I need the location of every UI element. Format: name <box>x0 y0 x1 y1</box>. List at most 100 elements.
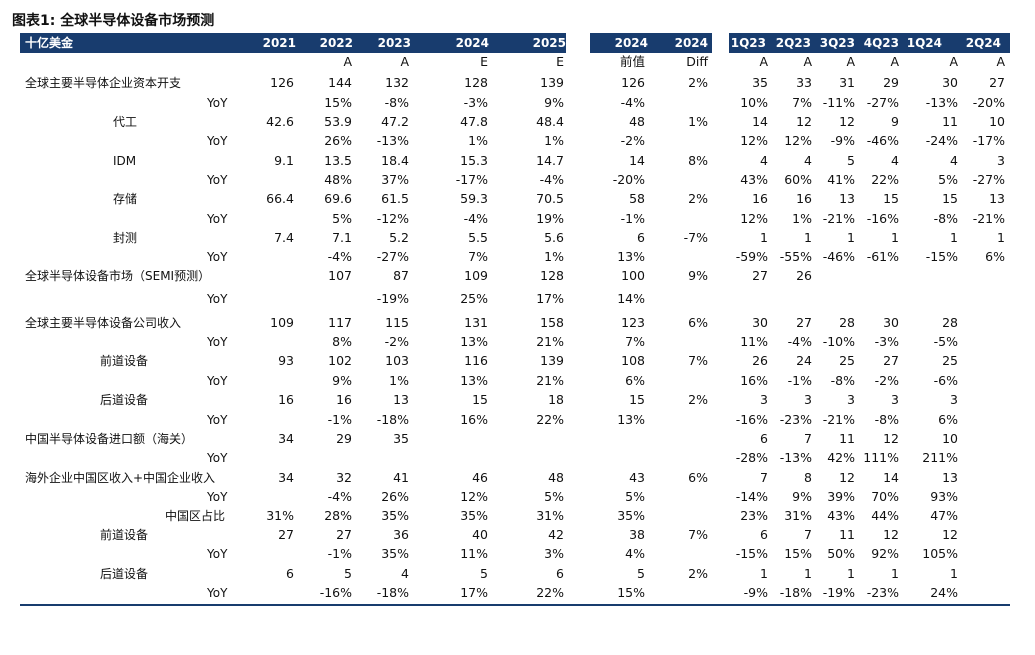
data-cell: 25 <box>942 353 958 368</box>
row-label: YoY <box>207 586 228 600</box>
data-cell: -18% <box>779 585 812 600</box>
data-cell: 15 <box>883 191 899 206</box>
data-cell: -20% <box>972 95 1005 110</box>
data-cell: 12% <box>460 489 488 504</box>
table-row: 中国半导体设备进口额（海关） 34 29 35 6 7 11 12 10 <box>0 430 1035 448</box>
data-cell: 2% <box>688 191 708 206</box>
data-cell: 1% <box>389 373 409 388</box>
data-cell: 5 <box>637 566 645 581</box>
row-label: 中国区占比 <box>165 509 226 523</box>
data-cell: -15% <box>735 546 768 561</box>
table-row: 封测 7.4 7.1 5.2 5.5 5.6 6 -7% 1 1 1 1 1 1 <box>0 229 1035 247</box>
data-cell: 102 <box>328 353 352 368</box>
data-cell: A <box>759 54 768 69</box>
data-cell: -19% <box>376 291 409 306</box>
data-cell: 6 <box>637 230 645 245</box>
data-cell: 1% <box>544 133 564 148</box>
data-cell: 7 <box>804 431 812 446</box>
data-cell: -20% <box>612 172 645 187</box>
row-label: 存储 <box>113 192 138 206</box>
data-cell: 128 <box>464 75 488 90</box>
data-cell: 6 <box>286 566 294 581</box>
data-cell: 14 <box>883 470 899 485</box>
data-cell: 41% <box>827 172 855 187</box>
data-cell: 126 <box>270 75 294 90</box>
data-cell: A <box>803 54 812 69</box>
data-cell: 2% <box>688 566 708 581</box>
data-cell: 47% <box>930 508 958 523</box>
data-cell: A <box>949 54 958 69</box>
data-cell: 60% <box>784 172 812 187</box>
data-cell: -4% <box>327 249 352 264</box>
data-cell: 16 <box>752 191 768 206</box>
row-label: 后道设备 <box>100 567 149 581</box>
data-cell: 1% <box>688 114 708 129</box>
row-label: 全球主要半导体设备公司收入 <box>25 316 182 330</box>
data-cell: 131 <box>464 315 488 330</box>
data-cell: 17% <box>536 291 564 306</box>
data-cell: 158 <box>540 315 564 330</box>
data-cell: 48 <box>548 470 564 485</box>
data-cell: 26 <box>752 353 768 368</box>
table-row: YoY -1% -18% 16% 22% 13% -16% -23% -21% -8% 6% <box>0 411 1035 429</box>
data-cell: 29 <box>336 431 352 446</box>
data-cell: E <box>480 54 488 69</box>
data-cell: 2% <box>688 75 708 90</box>
data-cell: 3 <box>804 392 812 407</box>
table-header: 十亿美金 2021 2022 2023 2024 2025 2024 2024 1Q23 2Q23… <box>0 33 1035 53</box>
data-cell: 13.5 <box>324 153 352 168</box>
data-cell: 16% <box>460 412 488 427</box>
data-cell: 9 <box>891 114 899 129</box>
data-cell: -16% <box>735 412 768 427</box>
table-row: 全球主要半导体设备公司收入 109 117 115 131 158 123 6% 30 27 28 3… <box>0 314 1035 332</box>
data-cell: 9% <box>332 373 352 388</box>
data-cell: 105% <box>922 546 958 561</box>
data-cell: A <box>400 54 409 69</box>
table-row: YoY -28% -13% 42% 111% 211% <box>0 449 1035 467</box>
data-cell: 92% <box>871 546 899 561</box>
data-cell: 15 <box>629 392 645 407</box>
data-cell: 7 <box>804 527 812 542</box>
table-row: A A E E 前值 Diff A A A A A A <box>0 53 1035 71</box>
data-cell: -16% <box>866 211 899 226</box>
data-cell: -28% <box>735 450 768 465</box>
data-cell: 8 <box>804 470 812 485</box>
data-cell: -59% <box>735 249 768 264</box>
data-cell: -1% <box>620 211 645 226</box>
data-cell: -8% <box>384 95 409 110</box>
data-cell: 100 <box>621 268 645 283</box>
row-label: 封测 <box>113 231 138 245</box>
data-cell: 87 <box>393 268 409 283</box>
data-cell: 11 <box>942 114 958 129</box>
data-cell: 13% <box>460 373 488 388</box>
data-cell: 139 <box>540 75 564 90</box>
data-cell: 32 <box>336 470 352 485</box>
data-cell: E <box>556 54 564 69</box>
data-cell: 27 <box>752 268 768 283</box>
data-cell: 27 <box>989 75 1005 90</box>
data-cell: -4% <box>327 489 352 504</box>
data-cell: 35% <box>381 546 409 561</box>
table-row: YoY -4% 26% 12% 5% 5% -14% 9% 39% 70% 93% <box>0 488 1035 506</box>
data-cell: 103 <box>385 353 409 368</box>
row-label: 全球主要半导体企业资本开支 <box>25 76 182 90</box>
data-cell: -4% <box>620 95 645 110</box>
data-cell: -12% <box>376 211 409 226</box>
data-cell: 53.9 <box>324 114 352 129</box>
data-cell: 12 <box>883 431 899 446</box>
data-cell: 116 <box>464 353 488 368</box>
data-cell: -18% <box>376 412 409 427</box>
data-cell: 33 <box>796 75 812 90</box>
data-cell: 128 <box>540 268 564 283</box>
data-cell: 48.4 <box>536 114 564 129</box>
row-label: IDM <box>113 154 137 168</box>
data-cell: 7% <box>792 95 812 110</box>
data-cell: 12 <box>839 114 855 129</box>
table-row: 存储 66.4 69.6 61.5 59.3 70.5 58 2% 16 16 13 15 15 13 <box>0 190 1035 208</box>
data-cell: 12 <box>883 527 899 542</box>
data-cell: 109 <box>464 268 488 283</box>
data-cell: 13 <box>393 392 409 407</box>
data-cell: -15% <box>925 249 958 264</box>
data-cell: 108 <box>621 353 645 368</box>
data-cell: 48 <box>629 114 645 129</box>
